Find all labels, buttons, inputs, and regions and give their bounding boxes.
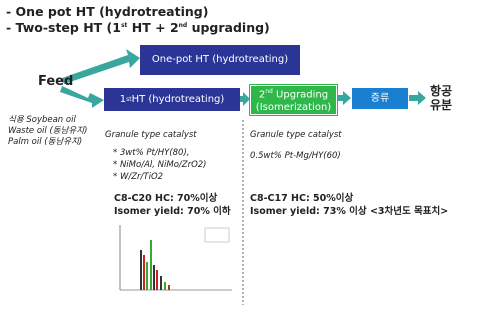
- results: C8-C17 HC: 50%이상 Isomer yield: 73% 이상 <3차…: [250, 192, 448, 218]
- text: - Two-step HT (1: [6, 20, 121, 35]
- text: C8-C17 HC: 50%이상: [250, 193, 354, 204]
- text: * NiMo/Al, NiMo/ZrO2): [113, 160, 207, 170]
- text: * 3wt% Pt/HY(80),: [113, 148, 190, 158]
- text: (Isomerization): [255, 101, 332, 113]
- text: Waste oil (동남유지): [8, 126, 88, 136]
- bar: [150, 240, 152, 290]
- results: C8-C20 HC: 70%이상 Isomer yield: 70% 이하: [114, 192, 231, 218]
- text: 유분: [430, 98, 453, 112]
- text: upgrading): [187, 20, 270, 35]
- text: HT + 2: [127, 20, 179, 35]
- text: * W/Zr/TiO2: [113, 172, 164, 182]
- text: 식용 Soybean oil: [8, 115, 76, 125]
- text: 2: [258, 89, 266, 101]
- text: st: [120, 21, 128, 29]
- text: HT (hydrotreating): [131, 93, 225, 105]
- header-line: - Two-step HT (1st HT + 2nd upgrading): [6, 20, 270, 35]
- arrow: [240, 92, 250, 106]
- product: 항공 유분: [430, 84, 452, 112]
- arrow: [409, 91, 426, 105]
- legend: [204, 227, 230, 243]
- mini-chart: [100, 218, 236, 310]
- text: st: [126, 95, 132, 103]
- bar: [164, 282, 166, 290]
- catalyst-title: Granule type catalyst: [105, 130, 197, 140]
- bar: [146, 262, 148, 290]
- one-pot-box: One-pot HT (hydrotreating): [140, 45, 300, 75]
- distillation-box: 증류: [352, 88, 408, 109]
- text: C8-C20 HC: 70%이상: [114, 193, 218, 204]
- text: 1: [119, 93, 127, 105]
- upgrading-box: 2nd Upgrading (Isomerization): [249, 84, 338, 116]
- arrow: [62, 49, 140, 84]
- arrow: [60, 86, 104, 108]
- chart-bg: [100, 218, 236, 310]
- bar: [156, 270, 158, 290]
- text: Isomer yield: 73% 이상 <3차년도 목표치>: [250, 206, 449, 217]
- bar: [140, 250, 142, 290]
- catalyst-list: * 3wt% Pt/HY(80), * NiMo/Al, NiMo/ZrO2) * …: [113, 147, 207, 183]
- catalyst-list: 0.5wt% Pt-Mg/HY(60): [250, 151, 341, 161]
- text: nd: [178, 21, 188, 29]
- bar: [168, 285, 170, 290]
- arrow: [335, 91, 351, 105]
- catalyst-title: Granule type catalyst: [250, 130, 342, 140]
- text: Isomer yield: 70% 이하: [114, 206, 231, 217]
- bar: [160, 276, 162, 290]
- header-line: - One pot HT (hydrotreating): [6, 4, 209, 19]
- text: nd: [265, 88, 273, 96]
- text: Upgrading: [272, 89, 329, 101]
- feeds: 식용 Soybean oil Waste oil (동남유지) Palm oil (…: [8, 115, 87, 148]
- feed-label: Feed: [38, 74, 74, 89]
- text: 2nd Upgrading: [259, 86, 328, 101]
- text: Palm oil (동남유지): [8, 137, 83, 147]
- bar: [143, 255, 145, 290]
- bar: [153, 265, 155, 290]
- text: 항공: [430, 84, 453, 98]
